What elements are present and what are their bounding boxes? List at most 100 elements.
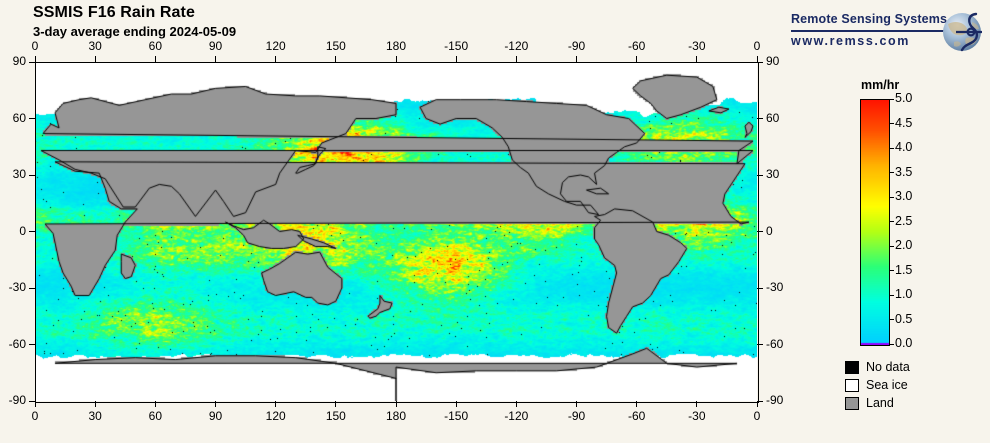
x-axis-tick-label: 60	[148, 39, 162, 53]
x-axis-tick-label: 120	[265, 409, 286, 423]
x-axis-tick-label: -150	[444, 409, 469, 423]
colorbar-tick-label: 3.0	[895, 189, 913, 203]
x-axis-tick-label: 150	[325, 409, 346, 423]
y-axis-tick-label: -60	[8, 336, 26, 351]
x-axis-tick-label: -60	[627, 409, 646, 423]
x-axis-tick-label: -120	[504, 39, 529, 53]
y-axis-tick	[29, 400, 35, 402]
colorbar-tick-label: 1.0	[895, 287, 913, 301]
y-axis-tick	[757, 174, 763, 176]
x-axis-tick	[576, 401, 577, 407]
x-axis-tick	[756, 56, 758, 62]
rain-rate-map[interactable]	[35, 62, 757, 401]
x-axis-tick-label: 90	[208, 409, 223, 423]
colorbar-tick	[889, 245, 894, 247]
map-legend: No data Sea ice Land	[845, 358, 910, 412]
legend-item: Sea ice	[845, 376, 910, 394]
y-axis-tick	[29, 344, 35, 345]
legend-label: No data	[866, 360, 910, 374]
x-axis-tick-label: -30	[688, 409, 706, 423]
y-axis-tick-label: -30	[766, 280, 784, 294]
x-axis-tick-label: 0	[753, 39, 761, 53]
y-axis-tick	[757, 287, 763, 289]
x-axis-tick	[395, 401, 397, 407]
colorbar-tick-label: 0.5	[895, 311, 913, 326]
y-axis-tick-label: -90	[766, 393, 784, 407]
y-axis-tick-label: -60	[766, 336, 784, 351]
legend-label: Land	[866, 396, 894, 410]
colorbar-tick-label: 0.0	[895, 336, 913, 350]
y-axis-tick	[29, 61, 35, 63]
legend-swatch-no-data	[845, 360, 859, 374]
x-axis-tick-label: 180	[385, 409, 407, 423]
x-axis-tick	[696, 56, 698, 62]
colorbar-tick-label: 5.0	[895, 91, 913, 105]
y-axis-tick-label: -30	[8, 280, 26, 294]
legend-label: Sea ice	[866, 378, 908, 392]
colorbar-tick-label: 2.5	[895, 213, 913, 228]
y-axis-tick-label: 60	[766, 110, 780, 125]
colorbar-tick	[889, 172, 894, 173]
legend-item: Land	[845, 394, 910, 412]
y-axis-tick	[29, 118, 35, 119]
x-axis-tick	[756, 401, 758, 407]
x-axis-tick	[34, 401, 36, 407]
page-subtitle: 3-day average ending 2024-05-09	[33, 24, 237, 39]
x-axis-tick	[275, 401, 277, 407]
y-axis-tick-label: 30	[12, 167, 26, 181]
x-axis-tick-label: -120	[504, 409, 529, 423]
y-axis-tick-label: 0	[766, 223, 773, 238]
x-axis-tick-label: 30	[88, 409, 102, 423]
y-axis-tick	[757, 231, 763, 232]
x-axis-tick-label: -30	[688, 39, 706, 53]
y-axis-tick	[29, 231, 35, 232]
colorbar-tick	[889, 123, 894, 124]
colorbar-tick	[889, 221, 894, 222]
x-axis-tick	[636, 56, 638, 62]
x-axis-tick	[335, 401, 337, 407]
x-axis-tick	[154, 401, 156, 407]
colorbar-tick-label: 2.0	[895, 238, 913, 252]
legend-item: No data	[845, 358, 910, 376]
colorbar-tick-label: 1.5	[895, 262, 913, 277]
colorbar-tick	[889, 147, 894, 149]
y-axis-tick	[757, 61, 763, 63]
x-axis-tick-label: -150	[444, 39, 469, 53]
legend-swatch-land	[845, 396, 859, 410]
y-axis-tick-label: 60	[12, 110, 26, 125]
x-axis-tick	[576, 56, 577, 62]
x-axis-tick-label: 30	[88, 39, 102, 53]
colorbar-tick	[889, 196, 894, 198]
x-axis-tick-label: -90	[567, 39, 586, 53]
colorbar-tick	[889, 98, 894, 100]
x-axis-tick	[515, 401, 517, 407]
x-axis-tick	[154, 56, 156, 62]
legend-swatch-sea-ice	[845, 378, 859, 392]
x-axis-tick-label: -60	[627, 39, 646, 53]
x-axis-tick	[94, 56, 96, 62]
x-axis-tick	[94, 401, 96, 407]
colorbar-tick	[889, 343, 894, 345]
x-axis-tick-label: 150	[325, 39, 346, 53]
x-axis-tick	[215, 56, 216, 62]
remss-logo[interactable]: Remote Sensing Systems www.remss.com	[791, 10, 986, 58]
logo-divider	[791, 30, 949, 32]
x-axis-tick	[335, 56, 337, 62]
colorbar-unit-label: mm/hr	[861, 78, 900, 92]
x-axis-tick-label: 90	[208, 39, 223, 53]
x-axis-tick-label: 0	[31, 39, 39, 53]
x-axis-tick	[696, 401, 698, 407]
logo-website-url: www.remss.com	[791, 34, 910, 48]
y-axis-tick	[757, 118, 763, 119]
x-axis-tick	[275, 56, 277, 62]
y-axis-tick-label: -90	[8, 393, 26, 407]
colorbar-tick-label: 4.0	[895, 140, 913, 154]
x-axis-tick	[515, 56, 517, 62]
x-axis-tick-label: 0	[31, 409, 39, 423]
y-axis-tick	[29, 174, 35, 176]
y-axis-tick	[757, 344, 763, 345]
y-axis-tick	[29, 287, 35, 289]
colorbar	[860, 99, 890, 346]
x-axis-tick	[395, 56, 397, 62]
x-axis-tick	[455, 56, 457, 62]
